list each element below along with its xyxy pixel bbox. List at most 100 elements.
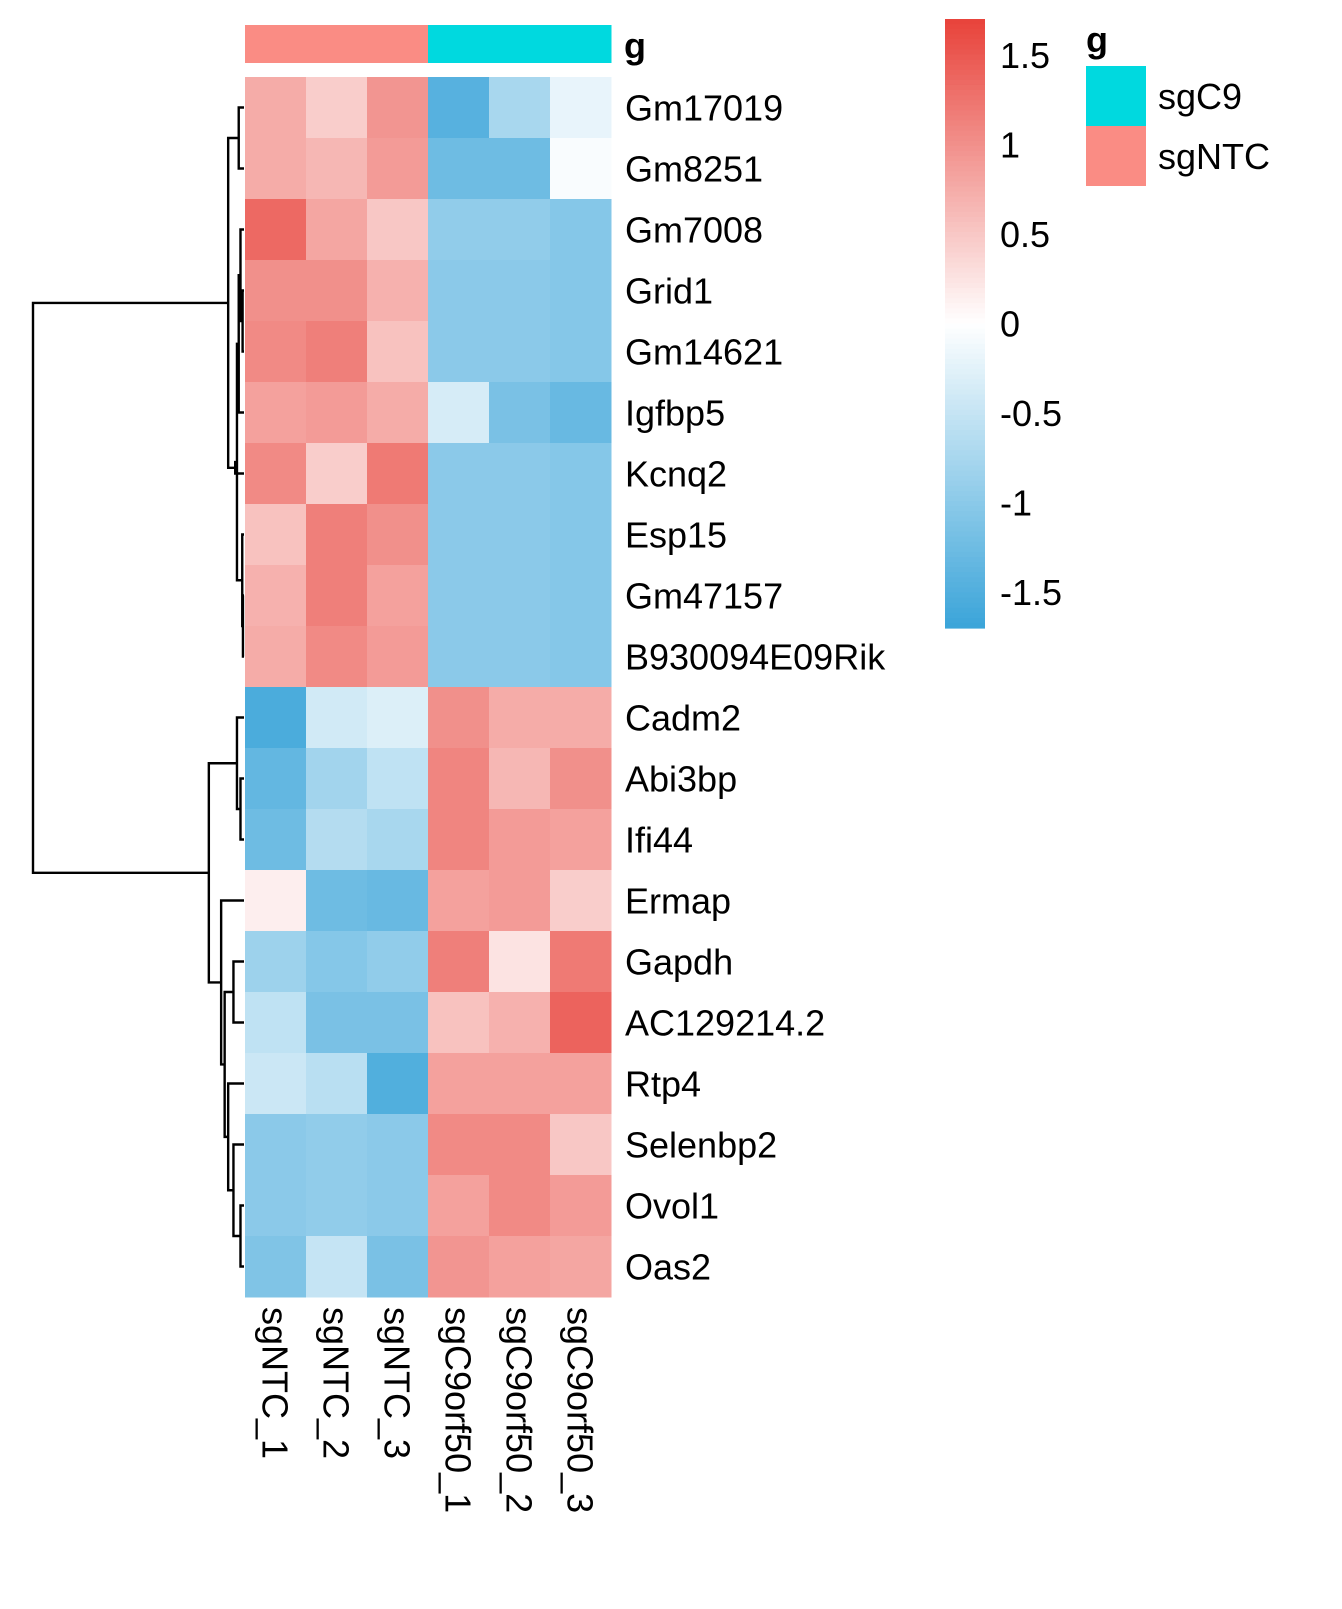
color-scale-slice (945, 222, 985, 228)
heatmap-cell (489, 199, 551, 261)
color-scale-slice (945, 79, 985, 86)
color-scale-slice (945, 24, 985, 30)
color-scale-slice (945, 44, 985, 51)
heatmap-cell (489, 626, 551, 688)
dendrogram-branch (235, 342, 243, 582)
heatmap-cell (367, 504, 429, 566)
heatmap-cell (428, 809, 490, 871)
color-scale-slice (945, 196, 985, 203)
heatmap-cell (245, 931, 307, 993)
color-scale-slice (945, 506, 985, 512)
color-scale-slice (945, 59, 985, 66)
heatmap-cell (550, 321, 612, 383)
color-scale-slice (945, 445, 985, 451)
heatmap-cell (245, 748, 307, 810)
heatmap-cells (245, 77, 612, 1298)
color-scale-slice (945, 516, 985, 523)
color-scale-slice (945, 379, 985, 385)
dendrogram-branch (31, 301, 229, 875)
color-scale-slice (945, 622, 985, 629)
heatmap-cell (489, 870, 551, 932)
color-scale-tick-label: 1.5 (1000, 35, 1050, 76)
dendrogram-branch (235, 716, 244, 811)
heatmap-cell (489, 138, 551, 200)
heatmap-cell (428, 687, 490, 749)
color-scale-slice (945, 328, 985, 335)
heatmap-cell (550, 1236, 612, 1298)
heatmap-cell (306, 443, 368, 505)
legend-label-sgntc: sgNTC (1158, 136, 1270, 177)
heatmap-cell (428, 626, 490, 688)
heatmap-cell (428, 1053, 490, 1115)
heatmap-cell (306, 992, 368, 1054)
heatmap-cell (550, 1053, 612, 1115)
legend-label-sgc9: sgC9 (1158, 76, 1242, 117)
dendrogram-branch (237, 106, 244, 170)
color-scale-slice (945, 369, 985, 375)
color-scale-tick-label: -0.5 (1000, 393, 1062, 434)
color-scale-slice (945, 171, 985, 177)
color-scale-slice (945, 29, 985, 35)
color-scale-slice (945, 110, 985, 117)
heatmap-cell (245, 1053, 307, 1115)
color-scale-slice (945, 130, 985, 137)
heatmap-cell (550, 382, 612, 444)
color-scale-slice (945, 282, 985, 289)
color-scale-slice (945, 19, 985, 25)
heatmap-cell (489, 1236, 551, 1298)
heatmap-cell (245, 504, 307, 566)
dendrogram-branch (232, 960, 244, 1024)
color-scale-slice (945, 536, 985, 543)
row-label-ifi44: Ifi44 (625, 820, 693, 861)
dendrogram-branch (241, 533, 244, 628)
heatmap-cell (428, 443, 490, 505)
color-scale-slice (945, 359, 985, 365)
dendrogram-branch (241, 289, 244, 353)
row-labels: Gm17019 Gm8251 Gm7008 Grid1 Gm14621 Igfbp5 Kcn… (625, 88, 886, 1288)
color-scale-slice (945, 460, 985, 467)
color-scale-slice (945, 54, 985, 61)
heatmap-cell (550, 199, 612, 261)
annotation-legend-title: g (1086, 19, 1108, 60)
heatmap-cell (306, 321, 368, 383)
annotation-cell (428, 25, 490, 63)
color-scale-slice (945, 582, 985, 588)
heatmap-cell (428, 321, 490, 383)
color-scale-slice (945, 216, 985, 223)
heatmap-cell (367, 1053, 429, 1115)
color-scale-slice (945, 64, 985, 71)
color-scale-slice (945, 384, 985, 391)
color-scale-slice (945, 100, 985, 106)
color-scale-slice (945, 318, 985, 325)
color-scale-slice (945, 120, 985, 127)
heatmap-cell (550, 565, 612, 627)
row-label-rtp4: Rtp4 (625, 1064, 701, 1105)
color-scale-slice (945, 247, 985, 254)
color-scale-slice (945, 607, 985, 614)
heatmap-cell (306, 504, 368, 566)
color-scale-slice (945, 551, 985, 558)
heatmap-cell (489, 443, 551, 505)
color-scale-slice (945, 95, 985, 101)
heatmap-cell (245, 870, 307, 932)
row-label-igfbp5: Igfbp5 (625, 393, 725, 434)
heatmap-cell (367, 382, 429, 444)
heatmap-cell (367, 321, 429, 383)
color-scale-slice (945, 617, 985, 624)
heatmap-cell (245, 1114, 307, 1176)
heatmap-cell (550, 809, 612, 871)
heatmap-cell (489, 748, 551, 810)
heatmap-cell (489, 1175, 551, 1237)
color-scale-slice (945, 181, 985, 188)
heatmap-cell (367, 260, 429, 322)
color-scale-slice (945, 404, 985, 411)
heatmap-cell (306, 931, 368, 993)
row-label-gapdh: Gapdh (625, 942, 733, 983)
heatmap-cell (245, 1236, 307, 1298)
color-scale-slice (945, 480, 985, 487)
heatmap-cell (428, 77, 490, 139)
heatmap-cell (428, 382, 490, 444)
color-scale-slice (945, 592, 985, 599)
dendrogram-branch (226, 1082, 244, 1192)
column-label-sgc9orf50-3: sgC9orf50_3 (560, 1307, 601, 1513)
